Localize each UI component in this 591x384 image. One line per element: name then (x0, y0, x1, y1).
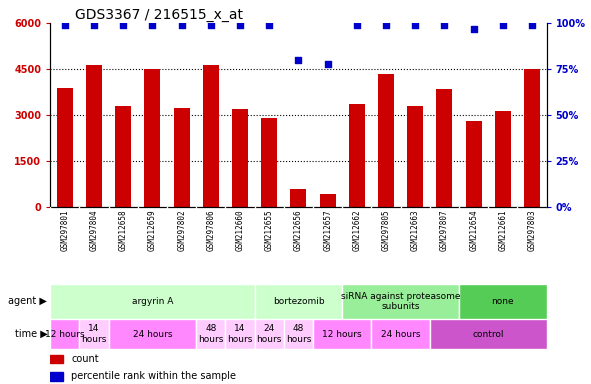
Point (352, 22, 362, 28)
Text: bortezomib: bortezomib (272, 297, 324, 306)
Point (206, 22, 216, 28)
Bar (203, 65, 219, 207)
Point (265, 22, 274, 28)
Point (89, 22, 99, 28)
Point (469, 25, 478, 31)
Point (440, 22, 449, 28)
Bar (144, 69, 161, 207)
Bar (232, 109, 248, 207)
Text: GSM297802: GSM297802 (177, 210, 186, 251)
Text: siRNA against proteasome
subunits: siRNA against proteasome subunits (341, 292, 460, 311)
Point (235, 22, 245, 28)
Point (381, 22, 391, 28)
Text: GSM212662: GSM212662 (352, 210, 361, 251)
Bar (50, 372, 63, 381)
Text: control: control (473, 329, 504, 339)
Point (294, 57, 303, 63)
Text: percentile rank within the sample: percentile rank within the sample (72, 371, 236, 381)
Text: 48
hours: 48 hours (286, 324, 311, 344)
Text: 12 hours: 12 hours (323, 329, 362, 339)
Bar (290, 189, 307, 207)
Point (527, 22, 537, 28)
Bar (196, 319, 225, 349)
Bar (86, 65, 102, 207)
Bar (349, 104, 365, 207)
Text: 24
hours: 24 hours (256, 324, 282, 344)
Bar (372, 319, 430, 349)
Text: GSM297807: GSM297807 (440, 210, 449, 251)
Text: time ▶: time ▶ (15, 329, 47, 339)
Bar (524, 69, 540, 207)
Bar (407, 106, 423, 207)
Text: GSM212656: GSM212656 (294, 210, 303, 251)
Text: GSM297803: GSM297803 (528, 210, 537, 251)
Bar (342, 284, 459, 319)
Bar (50, 355, 63, 363)
Text: GSM297804: GSM297804 (90, 210, 99, 251)
Point (323, 61, 332, 67)
Point (60, 22, 70, 28)
Bar (115, 106, 131, 207)
Bar (495, 111, 511, 207)
Point (411, 22, 420, 28)
Text: agent ▶: agent ▶ (8, 296, 47, 306)
Text: 12 hours: 12 hours (45, 329, 85, 339)
Text: GSM212661: GSM212661 (498, 210, 507, 251)
Point (119, 22, 128, 28)
Bar (466, 121, 482, 207)
Bar (255, 319, 284, 349)
Text: GSM212655: GSM212655 (265, 210, 274, 251)
Bar (284, 319, 313, 349)
Bar (313, 319, 372, 349)
Point (148, 22, 157, 28)
Text: GDS3367 / 216515_x_at: GDS3367 / 216515_x_at (75, 8, 243, 22)
Text: 14
hours: 14 hours (228, 324, 253, 344)
Bar (57, 88, 73, 207)
Text: GSM212663: GSM212663 (411, 210, 420, 251)
Bar (261, 118, 277, 207)
Text: GSM297805: GSM297805 (382, 210, 391, 251)
Text: none: none (492, 297, 514, 306)
Text: count: count (72, 354, 99, 364)
Point (498, 22, 508, 28)
Bar (79, 319, 109, 349)
Bar (255, 284, 342, 319)
Bar (459, 284, 547, 319)
Bar (174, 108, 190, 207)
Text: GSM212657: GSM212657 (323, 210, 332, 251)
Text: GSM297801: GSM297801 (60, 210, 69, 251)
Bar (430, 319, 547, 349)
Bar (225, 319, 255, 349)
Bar (109, 319, 196, 349)
Text: 24 hours: 24 hours (381, 329, 420, 339)
Text: GSM212654: GSM212654 (469, 210, 478, 251)
Text: 48
hours: 48 hours (198, 324, 223, 344)
Text: argyrin A: argyrin A (132, 297, 173, 306)
Bar (378, 74, 394, 207)
Text: GSM212659: GSM212659 (148, 210, 157, 251)
Text: 24 hours: 24 hours (133, 329, 172, 339)
Point (177, 22, 186, 28)
Bar (436, 89, 453, 207)
Text: GSM212660: GSM212660 (236, 210, 245, 251)
Bar (50, 284, 255, 319)
Bar (50, 319, 79, 349)
Text: 14
hours: 14 hours (82, 324, 107, 344)
Text: GSM212658: GSM212658 (119, 210, 128, 251)
Text: GSM297806: GSM297806 (206, 210, 215, 251)
Bar (320, 194, 336, 207)
